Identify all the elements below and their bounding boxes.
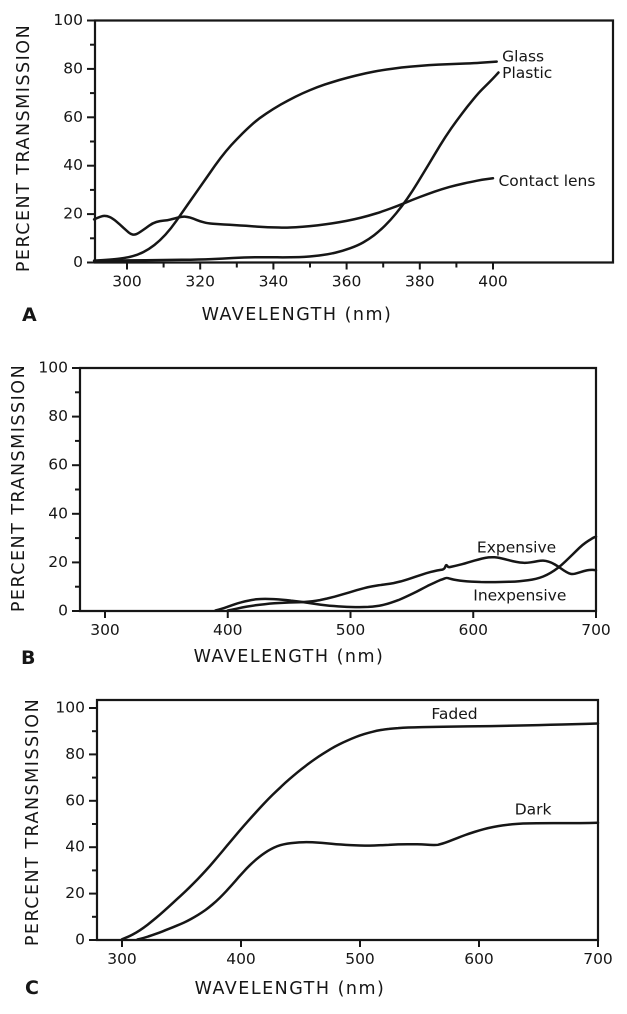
y-tick-label: 100 xyxy=(38,359,68,377)
y-tick-label: 60 xyxy=(65,791,85,809)
curve-label-faded: Faded xyxy=(431,705,477,723)
y-tick-label: 60 xyxy=(48,456,68,474)
panel-letter-b: B xyxy=(21,647,35,669)
x-tick-label: 300 xyxy=(107,950,137,968)
panel-a-plot: 0 20 40 60 80 100 300 320 340 360 380 400 GlassPlast… xyxy=(53,11,615,291)
y-tick-label: 80 xyxy=(65,745,85,763)
x-tick-label: 400 xyxy=(213,621,243,639)
y-axis-title-a: PERCENT TRANSMISSION xyxy=(14,24,34,272)
x-tick-label: 700 xyxy=(581,621,611,639)
x-axis-title-b: WAVELENGTH (nm) xyxy=(194,647,385,667)
curve-contact-lens xyxy=(92,177,495,236)
curve-label-inexpensive: Inexpensive xyxy=(473,587,566,605)
curve-label-glass: Glass xyxy=(502,47,544,65)
curve-faded xyxy=(120,722,600,941)
x-tick-label: 300 xyxy=(112,273,142,291)
x-axis-title-c: WAVELENGTH (nm) xyxy=(195,979,386,999)
x-tick-label: 340 xyxy=(259,273,289,291)
y-axis-title-c: PERCENT TRANSMISSION xyxy=(23,698,43,946)
y-tick-label: 40 xyxy=(65,838,85,856)
x-tick-label: 600 xyxy=(458,621,488,639)
y-tick-label: 80 xyxy=(48,407,68,425)
y-tick-label: 0 xyxy=(58,602,68,620)
curve-label-dark: Dark xyxy=(515,801,552,819)
x-tick-label: 380 xyxy=(405,273,435,291)
curve-inexpensive xyxy=(214,535,598,612)
y-tick-label: 40 xyxy=(48,504,68,522)
y-tick-label: 40 xyxy=(63,156,83,174)
y-tick-label: 0 xyxy=(73,253,83,271)
x-tick-label: 400 xyxy=(226,950,256,968)
panel-letter-a: A xyxy=(22,304,37,326)
x-tick-label: 700 xyxy=(583,950,613,968)
y-tick-label: 100 xyxy=(53,11,83,29)
curve-plastic xyxy=(92,71,500,263)
curve-label-contact-lens: Contact lens xyxy=(498,172,595,190)
x-tick-label: 600 xyxy=(464,950,494,968)
panel-letter-c: C xyxy=(25,977,39,999)
curve-expensive xyxy=(226,555,598,612)
y-tick-label: 60 xyxy=(63,108,83,126)
y-tick-label: 80 xyxy=(63,59,83,77)
axes-frame xyxy=(93,19,615,264)
y-axis-title-b: PERCENT TRANSMISSION xyxy=(9,364,29,612)
panel-c-plot: 0 20 40 60 80 100 300 400 500 600 700 Faded Dark xyxy=(55,699,612,969)
y-tick-label: 20 xyxy=(48,553,68,571)
curve-glass xyxy=(92,60,498,262)
axes-frame xyxy=(78,366,598,613)
y-tick-label: 100 xyxy=(55,699,85,717)
x-tick-label: 300 xyxy=(90,621,120,639)
x-tick-label: 400 xyxy=(478,273,508,291)
x-axis-title-a: WAVELENGTH (nm) xyxy=(202,305,393,325)
curve-label-expensive: Expensive xyxy=(477,538,556,556)
y-tick-label: 0 xyxy=(75,931,85,949)
panel-b-plot: 0 20 40 60 80 100 300 400 500 600 700 Expensive Inex… xyxy=(38,359,610,640)
x-tick-label: 360 xyxy=(332,273,362,291)
x-tick-label: 320 xyxy=(185,273,215,291)
y-tick-label: 20 xyxy=(63,205,83,223)
x-tick-label: 500 xyxy=(336,621,366,639)
curve-dark xyxy=(136,821,600,941)
curve-label-plastic: Plastic xyxy=(502,64,552,82)
x-tick-label: 500 xyxy=(345,950,375,968)
y-tick-label: 20 xyxy=(65,884,85,902)
